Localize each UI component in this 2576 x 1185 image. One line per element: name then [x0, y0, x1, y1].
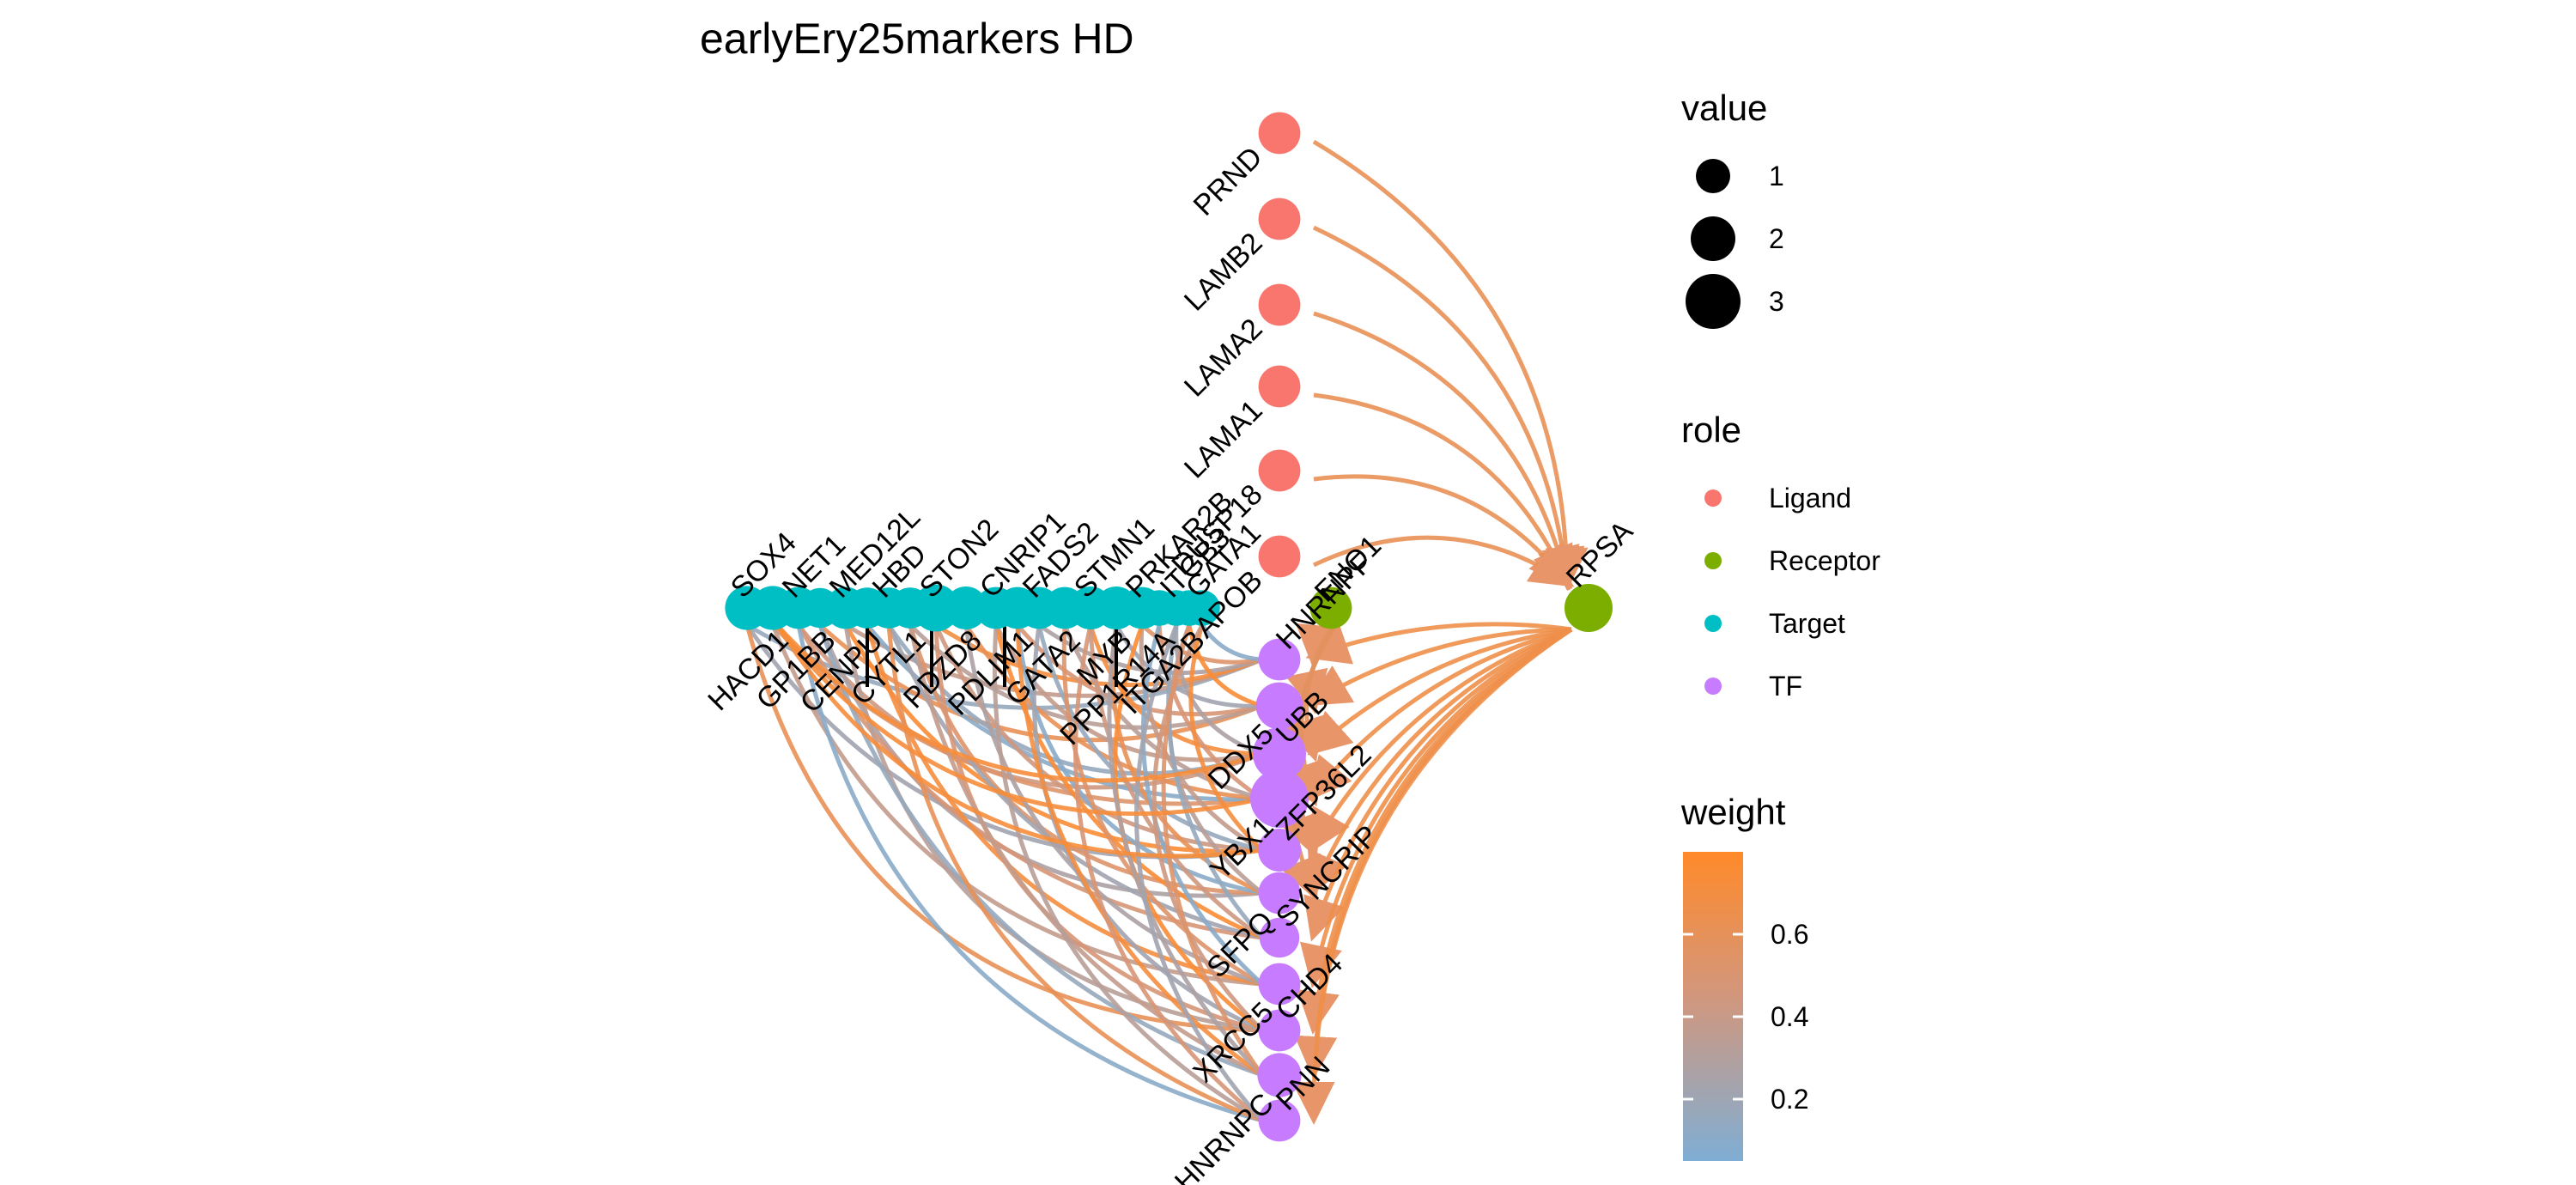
edge-tf-target — [1015, 624, 1264, 1078]
edge-tf-target — [1015, 624, 1263, 896]
ligand-node — [1258, 535, 1301, 578]
edge-tf-target — [744, 624, 1263, 1033]
target-node — [1184, 590, 1220, 626]
ligand-node — [1258, 365, 1301, 408]
edge-tf-target — [992, 624, 1264, 1123]
edge-tf-target — [1114, 623, 1263, 708]
ligand-node — [1258, 449, 1301, 492]
weight-colorbar — [1683, 852, 1743, 1161]
legend-value-dot — [1696, 159, 1730, 193]
legend-weight: weight 0.6 0.4 0.2 — [1680, 792, 1808, 1161]
receptor-node — [1564, 584, 1613, 632]
target-node — [912, 584, 960, 632]
tf-node — [1258, 638, 1301, 681]
edge-tf-target — [1073, 624, 1264, 1122]
legend-role-label: TF — [1769, 671, 1802, 702]
tf-node — [1258, 963, 1301, 1006]
edge-tf-target — [1200, 623, 1263, 662]
tf-node — [1258, 829, 1301, 872]
legend-value: value 1 2 3 — [1681, 88, 1784, 329]
edge-ligand-receptor — [1312, 225, 1585, 591]
tf-node — [1250, 769, 1309, 828]
edge-tf-target — [1157, 624, 1264, 801]
edge-tf-target — [1139, 624, 1264, 853]
receptor-node — [1309, 586, 1352, 629]
receptor-label: RPSA — [1560, 514, 1640, 594]
edge-tf-target — [886, 624, 1263, 940]
edge-tf-target-long — [775, 623, 1263, 859]
tf-node — [1258, 872, 1301, 915]
tf-node — [1258, 1099, 1301, 1142]
legend-role-label: Receptor — [1769, 545, 1880, 576]
weight-tick-label: 0.6 — [1771, 919, 1808, 950]
edge-ligand-receptor — [1313, 392, 1573, 591]
weight-tick-label: 0.2 — [1771, 1084, 1808, 1115]
edge-tf-target-long — [775, 623, 1263, 817]
edge-receptor-tf — [1291, 627, 1573, 1125]
legend-role-title: role — [1681, 410, 1741, 450]
edge-receptor-tf — [1307, 627, 1572, 756]
legend-value-label: 2 — [1769, 223, 1784, 254]
edge-receptor-tf — [1305, 622, 1572, 665]
edge-ligand-receptor — [1312, 139, 1589, 591]
legend-role-dot — [1704, 678, 1722, 695]
edge-tf-target — [1187, 624, 1263, 708]
legend-value-label: 3 — [1769, 286, 1784, 317]
tf-node — [1258, 1009, 1301, 1052]
edge-tf-target — [908, 624, 1264, 1078]
tf-node — [1255, 682, 1303, 730]
legend-role-label: Target — [1769, 608, 1845, 639]
legend-role-label: Ligand — [1769, 483, 1851, 514]
ligand-label: LAMA1 — [1178, 394, 1269, 485]
legend-value-dot — [1691, 216, 1735, 261]
edge-tf-target-long — [775, 623, 1263, 783]
edge-tf-target — [1166, 624, 1264, 939]
tf-node — [1259, 917, 1300, 958]
edge-receptor-tf — [1306, 627, 1572, 707]
legend-role: role Ligand Receptor Target TF — [1681, 410, 1880, 702]
legend-value-title: value — [1681, 88, 1767, 128]
edge-tf-target — [1174, 624, 1263, 757]
edge-tf-target — [1134, 624, 1264, 1122]
edge-tf-target — [1061, 624, 1264, 987]
target-node — [945, 586, 987, 629]
edge-tf-target — [1016, 623, 1263, 717]
edge-ligand-receptor — [1313, 311, 1580, 591]
tf-node — [1257, 1053, 1302, 1097]
ligand-label: LAMB2 — [1178, 227, 1269, 318]
edge-tf-target — [817, 624, 1263, 1078]
tf-label: HNRNPC — [1169, 1087, 1280, 1185]
ligand-node — [1258, 198, 1301, 240]
legend-role-dot — [1704, 489, 1722, 507]
edge-tf-target — [1161, 624, 1265, 1077]
edge-receptor-tf — [1308, 627, 1572, 801]
edge-receptor-tf — [1303, 627, 1573, 942]
legend-role-dot — [1704, 615, 1722, 632]
edge-receptor-tf — [1309, 627, 1572, 854]
nodes — [725, 112, 1613, 1142]
ligand-label: PRND — [1188, 141, 1269, 222]
tf-node — [1253, 727, 1306, 781]
ligand-node — [1258, 283, 1301, 326]
edge-ligand-receptor — [1312, 535, 1575, 587]
edges — [744, 139, 1589, 1125]
edge-tf-target — [796, 624, 1263, 1123]
legend-value-label: 1 — [1769, 161, 1784, 191]
weight-tick-label: 0.4 — [1771, 1001, 1808, 1032]
legend-weight-title: weight — [1680, 792, 1786, 832]
legend-value-dot — [1686, 274, 1741, 329]
edge-tf-target — [1188, 624, 1264, 852]
legend-role-dot — [1704, 552, 1722, 569]
edge-tf-target — [886, 624, 1263, 1123]
ligand-node — [1258, 112, 1301, 155]
chart-title: earlyEry25markers HD — [700, 15, 1134, 63]
ligand-label: LAMA2 — [1178, 313, 1269, 404]
edge-receptor-tf — [1308, 627, 1573, 897]
edge-tf-target — [1107, 624, 1264, 1077]
edge-tf-target — [993, 624, 1263, 940]
